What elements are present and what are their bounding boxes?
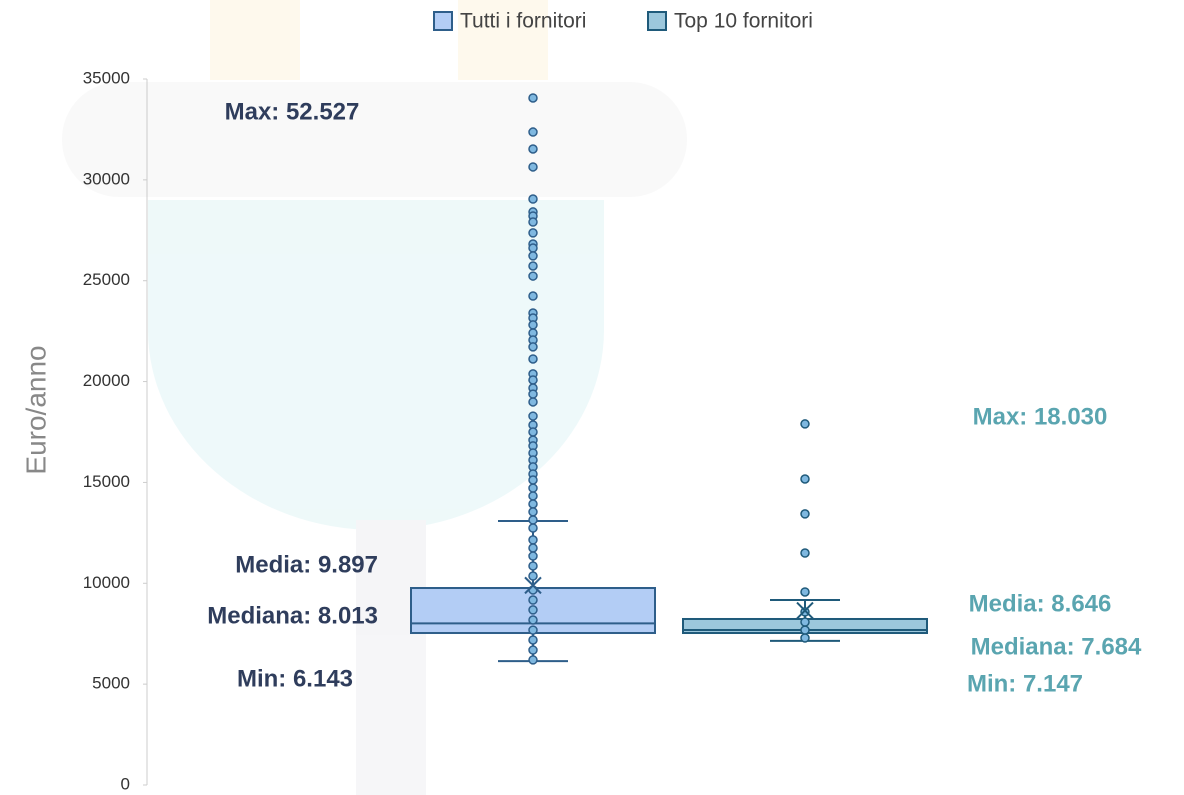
point [528,194,538,204]
point [528,645,538,655]
point [528,291,538,301]
legend-label: Top 10 fornitori [674,10,813,33]
point [528,523,538,533]
point [528,251,538,261]
point [528,93,538,103]
annotation: Min: 6.143 [237,665,353,692]
annotation: Mediana: 7.684 [971,633,1142,660]
y-tick-label: 15000 [83,472,130,491]
legend-label: Tutti i fornitori [460,10,586,33]
point [528,499,538,509]
point [528,127,538,137]
point [528,144,538,154]
point [528,261,538,271]
point [528,228,538,238]
point [528,615,538,625]
annotation: Media: 9.897 [235,551,378,578]
y-tick-label: 25000 [83,270,130,289]
annotation: Max: 18.030 [973,403,1108,430]
point [528,655,538,665]
point [528,507,538,517]
legend-swatch [433,11,453,31]
point [528,217,538,227]
point [528,571,538,581]
point [800,587,810,597]
point [800,548,810,558]
point [800,419,810,429]
point [528,535,538,545]
annotation: Mediana: 8.013 [207,602,378,629]
legend-swatch [647,11,667,31]
point [528,515,538,525]
annotation: Media: 8.646 [969,590,1112,617]
point [528,595,538,605]
point [528,389,538,399]
point [800,474,810,484]
point [528,625,538,635]
mean-marker [796,601,814,620]
y-tick-label: 20000 [83,371,130,390]
point [528,320,538,330]
point [528,411,538,421]
point [528,342,538,352]
point [528,491,538,501]
y-axis-label: Euro/anno [20,345,51,474]
point [528,162,538,172]
y-tick-label: 5000 [92,674,130,693]
point [800,509,810,519]
y-tick-label: 10000 [83,573,130,592]
y-tick-label: 30000 [83,169,130,188]
y-tick-label: 35000 [83,68,130,87]
point [800,625,810,635]
y-tick-label: 0 [121,774,130,793]
point [528,605,538,615]
point [528,354,538,364]
point [800,633,810,643]
annotation: Min: 7.147 [967,670,1083,697]
point [528,243,538,253]
point [528,543,538,553]
point [528,375,538,385]
background-art [62,0,687,795]
point [528,271,538,281]
point [528,561,538,571]
point [528,397,538,407]
annotation: Max: 52.527 [225,98,360,125]
point [528,483,538,493]
mean-marker [524,576,542,595]
point [528,551,538,561]
point [800,617,810,627]
point [528,475,538,485]
point [528,635,538,645]
point [528,427,538,437]
